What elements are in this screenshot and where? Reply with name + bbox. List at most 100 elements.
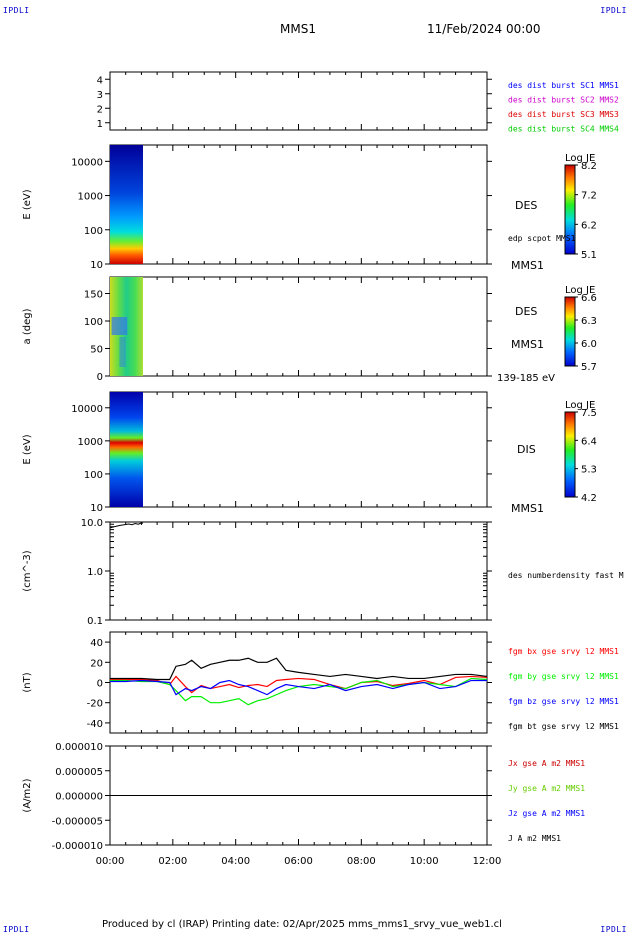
des-pitch-spacecraft-label: MMS1 <box>511 338 544 351</box>
density-y-axis-label: (cm^-3) <box>22 550 33 591</box>
dis-energy-spacecraft-label: MMS1 <box>511 502 544 515</box>
des-pitch-colorbar-tick-label: 5.7 <box>581 362 597 373</box>
density-y-tick-label: 0.1 <box>87 616 103 627</box>
fgm-series-label: fgm bz gse srvy l2 MMS1 <box>508 697 619 706</box>
sc-legend-entry: des dist burst SC3 MMS3 <box>508 110 619 119</box>
dis-energy-y-tick-label: 10 <box>90 503 103 514</box>
des-energy-frame <box>109 144 488 265</box>
current-series-label: Jy gse A m2 MMS1 <box>508 784 585 793</box>
des-energy-instrument-label: DES <box>515 199 537 212</box>
fgm-y-tick-label: 0 <box>97 679 103 690</box>
dis-energy-colorbar-tick-label: 6.4 <box>581 436 597 447</box>
dis-energy-colorbar-tick-label: 7.5 <box>581 408 597 419</box>
des-energy-colorbar-tick-label: 5.1 <box>581 250 597 261</box>
corner-label-bottom-left: IPDLI <box>3 925 30 934</box>
des-energy-colorbar-tick-label: 7.2 <box>581 191 597 202</box>
density-frame <box>109 521 488 621</box>
des-pitch-y-tick-label: 100 <box>84 317 103 328</box>
des-energy-y-tick-label: 10 <box>90 260 103 271</box>
dis-energy-y-axis-label: E (eV) <box>22 434 33 464</box>
fgm-y-tick-label: -20 <box>87 699 103 710</box>
des-pitch-colorbar-tick-label: 6.6 <box>581 293 597 304</box>
density-y-tick-label: 1.0 <box>87 567 103 578</box>
des-pitch-y-tick-label: 50 <box>90 345 103 356</box>
density-y-tick-label: 10.0 <box>81 518 103 529</box>
current-y-tick-label: 0.000010 <box>55 742 103 753</box>
fgm-y-axis-label: (nT) <box>22 672 33 692</box>
des-pitch-instrument-label: DES <box>515 305 537 318</box>
des-energy-y-tick-label: 100 <box>84 226 103 237</box>
x-axis-tick-label: 06:00 <box>284 856 313 867</box>
x-axis-tick-label: 10:00 <box>410 856 439 867</box>
sc-availability-y-tick-label: 2 <box>97 104 103 115</box>
des-energy-y-tick-label: 10000 <box>71 157 103 168</box>
current-y-tick-label: -0.000010 <box>52 841 103 852</box>
x-axis-tick-label: 08:00 <box>347 856 376 867</box>
dis-energy-instrument-label: DIS <box>517 443 536 456</box>
des-energy-colorbar <box>564 164 576 255</box>
des-pitch-blue-band <box>111 317 128 335</box>
date-title: 11/Feb/2024 00:00 <box>427 22 541 36</box>
des-pitch-y-tick-label: 0 <box>97 372 103 383</box>
current-series-label: J A m2 MMS1 <box>508 834 561 843</box>
des-energy-y-axis-label: E (eV) <box>22 189 33 219</box>
fgm-y-tick-label: 40 <box>90 638 103 649</box>
corner-label-top-right: IPDLI <box>600 6 627 15</box>
dis-energy-y-tick-label: 100 <box>84 470 103 481</box>
footer-text: Produced by cl (IRAP) Printing date: 02/… <box>102 919 502 930</box>
des-pitch-blue-band <box>119 337 126 367</box>
dis-energy-colorbar <box>564 411 576 498</box>
dis-energy-y-tick-label: 10000 <box>71 404 103 415</box>
sc-legend-entry: des dist burst SC1 MMS1 <box>508 81 619 90</box>
sc-legend-entry: des dist burst SC2 MMS2 <box>508 96 619 105</box>
des-pitch-y-tick-label: 150 <box>84 290 103 301</box>
dis-energy-frame <box>109 391 488 508</box>
current-y-axis-label: (A/m2) <box>22 778 33 812</box>
sc-availability-y-tick-label: 1 <box>97 119 103 130</box>
current-y-tick-label: -0.000005 <box>52 816 103 827</box>
x-axis-tick-label: 04:00 <box>221 856 250 867</box>
des-energy-colorbar-label: Log JE <box>565 153 595 164</box>
des-pitch-colorbar-tick-label: 6.0 <box>581 339 597 350</box>
fgm-series-line <box>110 679 487 696</box>
sc-availability-y-tick-label: 4 <box>97 75 103 86</box>
current-series-label: Jx gse A m2 MMS1 <box>508 759 585 768</box>
dis-energy-colorbar-tick-label: 4.2 <box>581 493 597 504</box>
des-energy-overlay-label: edp scpot MMS1 <box>508 234 576 243</box>
fgm-series-label: fgm bt gse srvy l2 MMS1 <box>508 722 619 731</box>
corner-label-bottom-right: IPDLI <box>600 925 627 934</box>
des-pitch-energy-range-label: 139-185 eV <box>497 373 555 384</box>
fgm-series-line <box>110 657 488 681</box>
des-energy-spectrogram <box>110 145 143 264</box>
des-pitch-y-axis-label: a (deg) <box>22 308 33 344</box>
des-energy-colorbar-tick-label: 6.2 <box>581 220 597 231</box>
current-y-tick-label: 0.000005 <box>55 767 103 778</box>
fgm-series-line <box>110 675 488 694</box>
corner-label-top-left: IPDLI <box>3 6 30 15</box>
dis-energy-colorbar-tick-label: 5.3 <box>581 465 597 476</box>
fgm-series-label: fgm bx gse srvy l2 MMS1 <box>508 647 619 656</box>
des-energy-y-tick-label: 1000 <box>78 192 103 203</box>
fgm-y-tick-label: 20 <box>90 658 103 669</box>
sc-availability-y-tick-label: 3 <box>97 90 103 101</box>
x-axis-tick-label: 00:00 <box>96 856 125 867</box>
density-series-label: des numberdensity fast M <box>508 571 624 580</box>
des-energy-colorbar-tick-label: 8.2 <box>581 161 597 172</box>
dis-energy-y-tick-label: 1000 <box>78 437 103 448</box>
sc-availability-frame <box>109 71 488 131</box>
fgm-y-tick-label: -40 <box>87 719 103 730</box>
current-series-label: Jz gse A m2 MMS1 <box>508 809 585 818</box>
des-pitch-colorbar-tick-label: 6.3 <box>581 316 597 327</box>
des-pitch-frame <box>109 276 488 377</box>
dis-energy-spectrogram <box>110 392 143 507</box>
density-series-line <box>109 522 144 529</box>
sc-legend-entry: des dist burst SC4 MMS4 <box>508 125 619 134</box>
des-energy-spacecraft-label: MMS1 <box>511 259 544 272</box>
des-pitch-colorbar-label: Log JE <box>565 285 595 296</box>
fgm-series-label: fgm by gse srvy l2 MMS1 <box>508 672 619 681</box>
x-axis-tick-label: 12:00 <box>473 856 502 867</box>
current-y-tick-label: 0.000000 <box>55 792 103 803</box>
x-axis-tick-label: 02:00 <box>158 856 187 867</box>
